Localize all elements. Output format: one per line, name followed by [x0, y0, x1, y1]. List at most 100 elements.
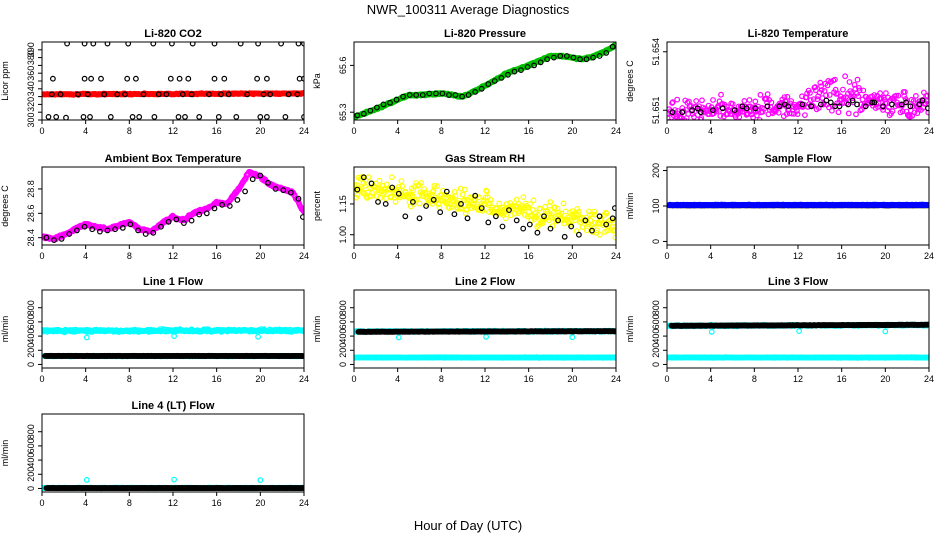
point: [926, 100, 929, 107]
point: [81, 75, 88, 82]
point: [50, 75, 56, 82]
point: [560, 200, 567, 207]
y-axis: 65.365.6: [338, 57, 354, 121]
point: [823, 92, 829, 99]
point: [554, 205, 561, 212]
x-tick-label: 12: [168, 126, 178, 136]
x-tick-label: 24: [924, 126, 934, 136]
point: [395, 190, 402, 197]
point: [81, 42, 88, 47]
point: [695, 121, 700, 126]
point: [136, 113, 143, 120]
point: [916, 101, 923, 108]
y-tick-label: 400: [26, 329, 36, 344]
point: [550, 54, 557, 61]
point: [409, 192, 416, 199]
y-tick-label: 0: [26, 362, 36, 367]
point: [764, 103, 771, 110]
point: [569, 334, 576, 341]
point: [746, 97, 753, 103]
point: [265, 179, 271, 186]
x-tick-label: 0: [351, 126, 356, 136]
series-1: [45, 42, 304, 120]
point: [814, 96, 821, 103]
point: [671, 117, 678, 120]
point: [807, 89, 813, 96]
point: [535, 211, 541, 218]
point: [802, 112, 808, 118]
point: [669, 109, 676, 116]
point: [853, 111, 859, 118]
point: [895, 92, 902, 99]
point: [705, 102, 712, 109]
point: [804, 90, 810, 97]
y-axis: 1.001.15: [338, 195, 354, 244]
y-tick-label: 320: [26, 97, 36, 112]
panel-title: Li-820 Pressure: [444, 28, 526, 40]
x-axis: 0 4 8 12 16 20 24: [351, 245, 621, 261]
point: [564, 214, 571, 221]
point: [300, 214, 304, 220]
point: [511, 210, 518, 217]
point: [462, 210, 469, 217]
x-axis: 0 4 8 12 16 20 24: [664, 245, 934, 261]
point: [416, 215, 423, 222]
point: [459, 191, 466, 198]
point: [219, 201, 226, 208]
point: [264, 113, 270, 120]
point: [114, 91, 121, 98]
figure-title: NWR_100311 Average Diagnostics: [366, 2, 570, 17]
point: [502, 215, 509, 222]
panel-title: Line 1 Flow: [143, 276, 203, 288]
point: [368, 180, 375, 187]
y-tick-label: 28.8: [26, 180, 36, 198]
point: [763, 96, 770, 103]
point: [576, 231, 582, 238]
point: [396, 186, 403, 193]
point: [564, 53, 570, 59]
point: [880, 103, 886, 110]
x-tick-label: 12: [168, 251, 178, 261]
x-tick-label: 20: [255, 126, 265, 136]
x-tick-label: 20: [880, 126, 890, 136]
x-tick-label: 8: [127, 251, 132, 261]
point: [459, 93, 466, 100]
point: [710, 107, 716, 114]
point: [871, 99, 878, 106]
point: [613, 223, 616, 230]
y-tick-label: 300: [26, 112, 36, 127]
point: [301, 75, 304, 82]
point: [96, 228, 103, 235]
point: [799, 101, 806, 108]
point: [402, 213, 409, 220]
point: [579, 224, 586, 231]
point: [244, 91, 251, 98]
point: [360, 174, 367, 181]
point: [855, 93, 862, 100]
point: [603, 221, 610, 228]
point: [883, 90, 889, 96]
point: [842, 73, 848, 80]
point: [810, 96, 817, 102]
point: [752, 98, 759, 105]
point: [300, 327, 304, 334]
point: [835, 109, 842, 116]
point: [107, 113, 114, 120]
point: [362, 182, 368, 189]
series-3: [42, 352, 304, 360]
point: [743, 105, 750, 112]
point: [612, 234, 616, 241]
series-1: [43, 172, 304, 244]
point: [491, 78, 498, 84]
point: [151, 113, 158, 120]
point: [679, 121, 684, 126]
y-tick-label: 28.4: [26, 229, 36, 247]
x-tick-label: 24: [924, 251, 934, 261]
point: [365, 174, 372, 181]
x-axis: 0 4 8 12 16 20 24: [39, 245, 309, 261]
point: [547, 199, 554, 205]
panel-ylabel: percent: [312, 190, 322, 221]
panel-title: Line 2 Flow: [455, 276, 515, 288]
point: [697, 109, 704, 116]
point: [354, 182, 358, 189]
